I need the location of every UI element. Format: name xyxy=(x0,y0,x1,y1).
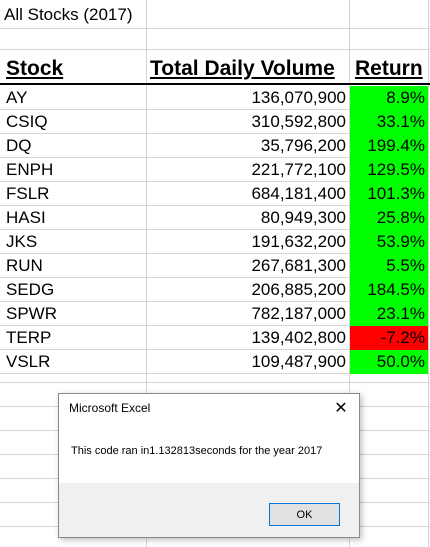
volume-cell[interactable]: 267,681,300 xyxy=(251,256,346,275)
ticker-cell[interactable]: JKS xyxy=(6,232,38,251)
grid-line xyxy=(0,205,430,206)
table-row: FSLR 684,181,400 101.3% xyxy=(0,182,430,206)
grid-line xyxy=(0,253,430,254)
grid-line xyxy=(0,277,430,278)
grid-line xyxy=(0,229,430,230)
volume-cell[interactable]: 109,487,900 xyxy=(251,352,346,371)
dialog-body: This code ran in1.132813seconds for the … xyxy=(59,423,359,483)
table-row: SPWR 782,187,000 23.1% xyxy=(0,302,430,326)
message-box-dialog: Microsoft Excel ✕ This code ran in1.1328… xyxy=(58,393,360,538)
grid-line xyxy=(0,325,430,326)
dialog-message: This code ran in1.132813seconds for the … xyxy=(71,445,323,457)
volume-cell[interactable]: 35,796,200 xyxy=(260,136,346,155)
volume-cell[interactable]: 206,885,200 xyxy=(251,280,346,299)
grid-line xyxy=(0,109,430,110)
header-bottom-border xyxy=(0,83,430,85)
ticker-cell[interactable]: FSLR xyxy=(6,184,50,203)
ticker-cell[interactable]: CSIQ xyxy=(6,112,48,131)
volume-cell[interactable]: 310,592,800 xyxy=(251,112,346,131)
volume-cell[interactable]: 221,772,100 xyxy=(251,160,346,179)
table-row: JKS 191,632,200 53.9% xyxy=(0,230,430,254)
volume-cell[interactable]: 684,181,400 xyxy=(251,184,346,203)
volume-cell[interactable]: 191,632,200 xyxy=(251,232,346,251)
ticker-cell[interactable]: AY xyxy=(6,88,28,107)
ticker-cell[interactable]: SPWR xyxy=(6,304,57,323)
return-cell[interactable]: 8.9% xyxy=(350,86,428,110)
ticker-cell[interactable]: ENPH xyxy=(6,160,54,179)
dialog-footer: OK xyxy=(59,483,359,537)
table-row: DQ 35,796,200 199.4% xyxy=(0,134,430,158)
dialog-title: Microsoft Excel xyxy=(69,401,151,415)
ticker-cell[interactable]: HASI xyxy=(6,208,46,227)
grid-line xyxy=(0,181,430,182)
grid-line xyxy=(0,157,430,158)
table-row: RUN 267,681,300 5.5% xyxy=(0,254,430,278)
return-cell[interactable]: 23.1% xyxy=(350,302,428,326)
grid-line xyxy=(349,0,350,547)
return-cell[interactable]: 129.5% xyxy=(350,158,428,182)
ticker-cell[interactable]: DQ xyxy=(6,136,32,155)
ok-button[interactable]: OK xyxy=(269,503,340,526)
table-row: HASI 80,949,300 25.8% xyxy=(0,206,430,230)
grid-line xyxy=(0,49,430,50)
table-row: VSLR 109,487,900 50.0% xyxy=(0,350,430,374)
volume-cell[interactable]: 136,070,900 xyxy=(251,88,346,107)
dialog-titlebar[interactable]: Microsoft Excel ✕ xyxy=(59,394,359,423)
table-row: ENPH 221,772,100 129.5% xyxy=(0,158,430,182)
ticker-cell[interactable]: SEDG xyxy=(6,280,55,299)
header-stock[interactable]: Stock xyxy=(6,57,64,80)
table-row: SEDG 206,885,200 184.5% xyxy=(0,278,430,302)
header-total-daily-volume[interactable]: Total Daily Volume xyxy=(150,57,335,80)
ticker-cell[interactable]: VSLR xyxy=(6,352,51,371)
table-row: TERP 139,402,800 -7.2% xyxy=(0,326,430,350)
header-return[interactable]: Return xyxy=(355,57,423,80)
return-cell[interactable]: 184.5% xyxy=(350,278,428,302)
grid-line xyxy=(146,0,147,547)
grid-line xyxy=(428,0,429,547)
grid-line xyxy=(0,301,430,302)
return-cell[interactable]: 53.9% xyxy=(350,230,428,254)
close-icon[interactable]: ✕ xyxy=(334,400,348,417)
grid-line xyxy=(0,373,430,374)
return-cell[interactable]: 5.5% xyxy=(350,254,428,278)
grid-line xyxy=(0,28,430,29)
table-row: AY 136,070,900 8.9% xyxy=(0,86,430,110)
volume-cell[interactable]: 782,187,000 xyxy=(251,304,346,323)
return-cell[interactable]: 33.1% xyxy=(350,110,428,134)
ticker-cell[interactable]: RUN xyxy=(6,256,43,275)
grid-line xyxy=(0,349,430,350)
grid-line xyxy=(0,382,430,383)
sheet-title-cell[interactable]: All Stocks (2017) xyxy=(4,5,133,24)
return-cell[interactable]: 25.8% xyxy=(350,206,428,230)
volume-cell[interactable]: 80,949,300 xyxy=(260,208,346,227)
return-cell[interactable]: -7.2% xyxy=(350,326,428,350)
volume-cell[interactable]: 139,402,800 xyxy=(251,328,346,347)
return-cell[interactable]: 199.4% xyxy=(350,134,428,158)
grid-line xyxy=(0,133,430,134)
return-cell[interactable]: 50.0% xyxy=(350,350,428,374)
return-cell[interactable]: 101.3% xyxy=(350,182,428,206)
table-row: CSIQ 310,592,800 33.1% xyxy=(0,110,430,134)
ticker-cell[interactable]: TERP xyxy=(6,328,52,347)
